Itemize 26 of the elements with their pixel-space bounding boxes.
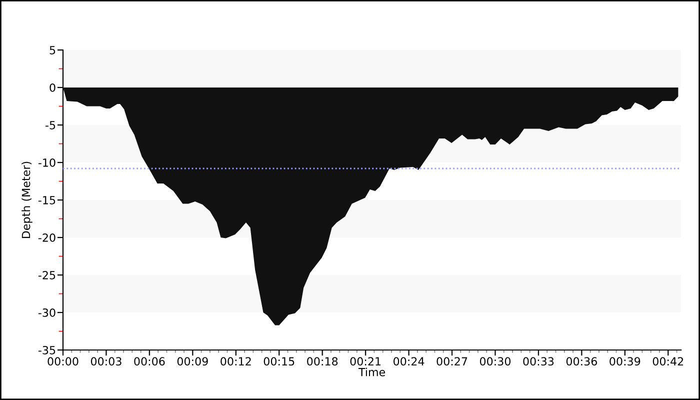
- x-tick-label: 00:18: [307, 357, 338, 366]
- x-axis-title: Time: [358, 368, 386, 376]
- x-tick-label: 00:27: [436, 357, 468, 366]
- y-tick-label: -15: [38, 196, 56, 204]
- x-tick-label: 00:42: [652, 357, 684, 366]
- x-tick-label: 00:12: [220, 357, 251, 366]
- x-tick-label: 00:00: [48, 357, 78, 366]
- x-tick-label: 00:33: [523, 357, 554, 366]
- y-tick-label: -35: [38, 346, 56, 354]
- x-tick-label: 00:24: [394, 357, 424, 366]
- y-tick-label: -20: [38, 233, 56, 242]
- y-tick-label: -30: [38, 308, 56, 317]
- x-tick-label: 00:36: [566, 357, 597, 366]
- x-tick-label: 00:15: [264, 357, 294, 366]
- y-tick-label: -5: [46, 121, 56, 130]
- x-tick-label: 00:03: [90, 357, 122, 366]
- y-tick-label: -10: [38, 158, 56, 167]
- y-tick-label: 5: [50, 46, 56, 54]
- y-axis-title: Depth (Meter): [22, 162, 32, 238]
- x-tick-label: 00:06: [134, 357, 165, 366]
- x-tick-label: 00:09: [177, 357, 208, 366]
- x-tick-label: 00:30: [480, 357, 511, 366]
- y-tick-label: 0: [50, 83, 56, 92]
- y-tick-label: -25: [38, 270, 56, 280]
- x-tick-label: 00:21: [350, 357, 381, 366]
- x-tick-label: 00:39: [610, 357, 640, 366]
